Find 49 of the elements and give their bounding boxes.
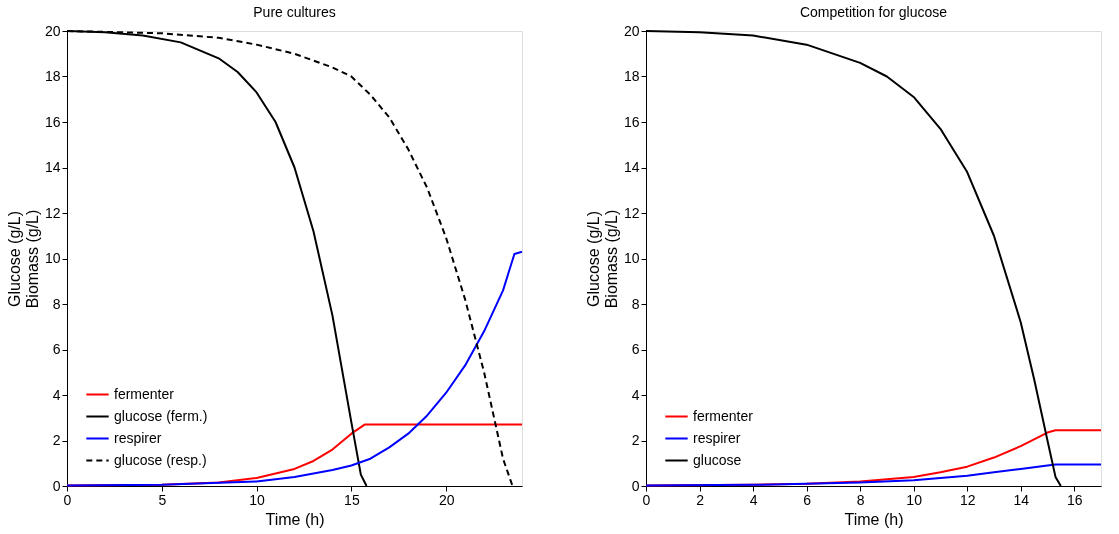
y-tick-label: 18 <box>44 68 61 84</box>
x-tick-label: 5 <box>158 491 167 508</box>
y-tick-label: 0 <box>631 477 640 494</box>
x-tick-label: 15 <box>344 491 360 508</box>
y-tick-label: 16 <box>623 113 640 130</box>
x-tick-label: 12 <box>959 491 976 508</box>
y-tick-label: 6 <box>631 341 640 357</box>
chart-title: Pure cultures <box>253 4 336 20</box>
legend-label: respirer <box>114 429 162 446</box>
y-tick-label: 14 <box>44 159 61 175</box>
y-tick-label: 14 <box>623 159 640 175</box>
chart-title: Competition for glucose <box>799 4 948 20</box>
x-tick-label: 14 <box>1013 491 1030 508</box>
legend-label: glucose (ferm.) <box>114 407 208 424</box>
x-tick-label: 10 <box>906 491 923 508</box>
y-axis-title: Glucose (g/L) Biomass (g/L) <box>584 209 620 309</box>
x-tick-label: 8 <box>856 491 865 508</box>
legend-label: glucose (resp.) <box>114 451 207 468</box>
y-tick-label: 8 <box>52 295 61 312</box>
x-tick-label: 0 <box>642 491 651 508</box>
x-tick-label: 10 <box>249 491 266 508</box>
y-tick-label: 12 <box>44 204 61 221</box>
x-tick-label: 2 <box>696 491 705 508</box>
y-tick-label: 2 <box>631 432 640 448</box>
y-tick-label: 10 <box>44 250 61 266</box>
y-axis-title: Glucose (g/L) Biomass (g/L) <box>5 209 41 309</box>
y-tick-label: 2 <box>52 432 61 448</box>
x-axis-title: Time (h) <box>844 510 904 528</box>
y-tick-label: 20 <box>44 22 61 39</box>
x-tick-label: 20 <box>438 491 455 508</box>
y-tick-label: 16 <box>44 113 61 130</box>
y-tick-label: 18 <box>623 68 640 84</box>
y-tick-label: 6 <box>52 341 61 357</box>
y-tick-label: 12 <box>623 204 640 221</box>
y-tick-label: 0 <box>52 477 61 494</box>
x-tick-label: 6 <box>803 491 812 508</box>
y-tick-label: 4 <box>631 386 640 403</box>
x-axis-title: Time (h) <box>265 510 325 528</box>
legend-label: fermenter <box>693 407 754 424</box>
x-tick-label: 16 <box>1066 491 1083 508</box>
legend-label: fermenter <box>114 385 175 402</box>
y-tick-label: 4 <box>52 386 61 403</box>
legend-label: respirer <box>693 429 741 446</box>
y-tick-label: 8 <box>631 295 640 312</box>
legend-label: glucose <box>693 451 742 468</box>
y-tick-label: 10 <box>623 250 640 266</box>
x-tick-label: 4 <box>749 491 758 508</box>
y-tick-label: 20 <box>623 22 640 39</box>
x-tick-label: 0 <box>63 491 72 508</box>
